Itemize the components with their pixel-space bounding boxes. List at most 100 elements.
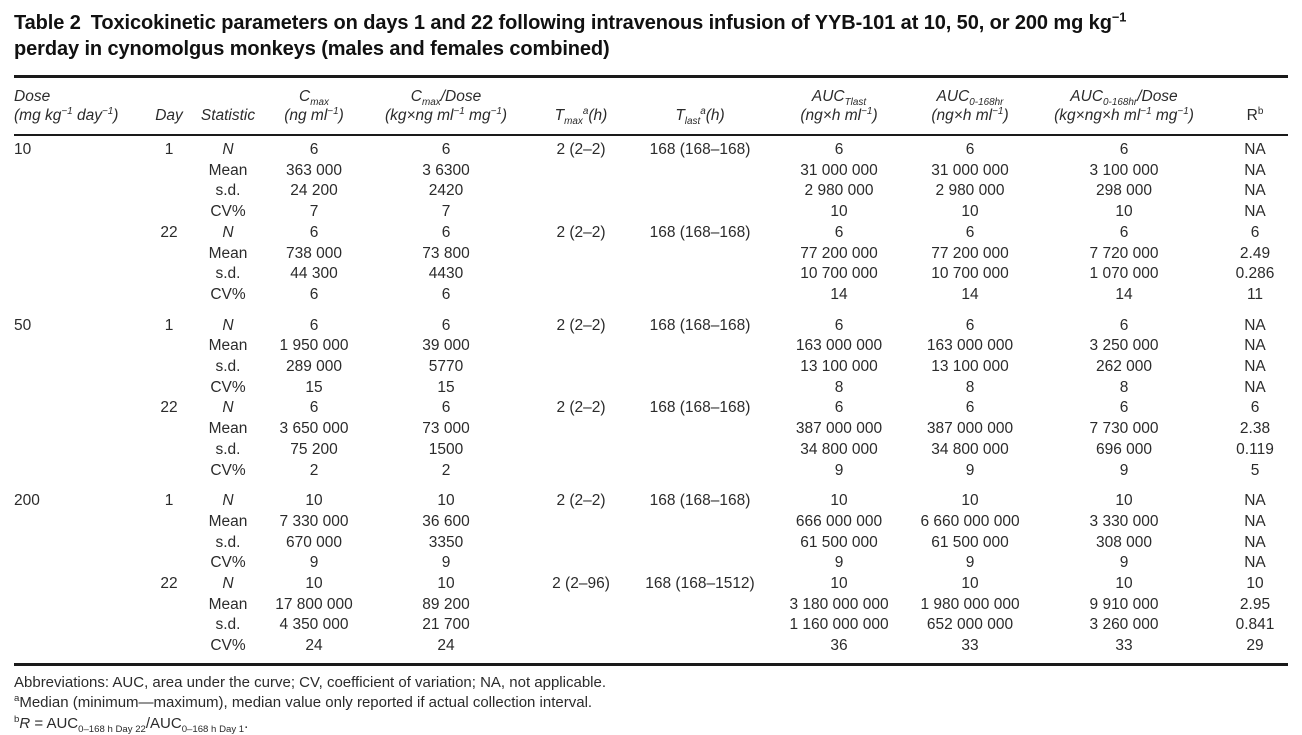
cell-dose [14,244,144,265]
cell-auc-0-168hr: 33 [961,637,979,655]
cell-cmax-dose: 10 [437,492,455,510]
table-row: 50 1 N 6 6 2 (2–2) 168 (168–168) 6 6 6 NA [14,306,1288,337]
footnotes: Abbreviations: AUC, area under the curve… [14,666,1288,735]
cell-statistic: Mean [208,337,248,355]
cell-auc-tlast: 77 200 000 [800,244,878,262]
cell-auc-0-168hr-dose: 3 330 000 [1089,512,1159,530]
cell-tmax [526,264,636,285]
cell-auc-0-168hr: 13 100 000 [931,358,1009,376]
cell-cmax: 6 [309,316,319,334]
cell-tlast [636,264,764,285]
cell-day [144,378,194,399]
cell-auc-0-168hr-dose: 14 [1115,285,1133,303]
cell-cmax: 10 [305,575,323,593]
cell-statistic: CV% [210,285,246,303]
cell-tmax: 2 (2–2) [556,492,606,510]
table-row: s.d. 75 200 1500 34 800 000 34 800 000 696 00… [14,440,1288,461]
cell-auc-0-168hr: 2 980 000 [935,182,1005,200]
top-rule [14,75,1288,78]
cell-tlast [636,419,764,440]
cell-day: 1 [164,141,174,158]
column-header-auc-0-168hr: AUC0-168hr (ng×h ml−1) [914,78,1026,136]
cell-auc-0-168hr: 14 [961,285,979,303]
cell-dose [14,223,144,244]
cell-day [144,161,194,182]
cell-cmax-dose: 4430 [428,265,464,283]
cell-auc-0-168hr: 77 200 000 [931,244,1009,262]
column-header-line2: (kg×ng×h ml−1 mg−1) [1054,105,1194,124]
cell-auc-0-168hr: 6 660 000 000 [920,512,1020,530]
cell-statistic: s.d. [215,616,241,634]
cell-day [144,181,194,202]
cell-tlast [636,615,764,636]
cell-auc-0-168hr: 31 000 000 [931,161,1009,179]
column-header-cmax-dose: Cmax/Dose (kg×ng ml−1 mg−1) [366,78,526,136]
cell-auc-0-168hr: 1 980 000 000 [920,595,1020,613]
cell-dose [14,636,144,663]
cell-statistic: Mean [208,420,248,438]
cell-tmax [526,336,636,357]
cell-statistic: N [222,575,234,593]
table-title-line1: Toxicokinetic parameters on days 1 and 2… [90,9,1127,34]
cell-dose: 50 [14,316,32,334]
table-row: CV% 2 2 9 9 9 5 [14,461,1288,482]
cell-statistic: N [222,399,234,417]
column-header-auc-0-168hr-dose: AUC0-168hr/Dose (kg×ng×h ml−1 mg−1) [1026,78,1222,136]
cell-cmax-dose: 89 200 [422,595,470,613]
table-row: CV% 15 15 8 8 8 NA [14,378,1288,399]
cell-day [144,615,194,636]
cell-tmax [526,181,636,202]
table-row: CV% 7 7 10 10 10 NA [14,202,1288,223]
cell-dose [14,595,144,616]
cell-tmax [526,244,636,265]
cell-cmax-dose: 3 6300 [422,161,470,179]
cell-r: 0.286 [1235,265,1275,283]
cell-auc-0-168hr: 61 500 000 [931,533,1009,551]
cell-day: 22 [160,399,178,417]
cell-tmax [526,553,636,574]
cell-auc-tlast: 163 000 000 [795,337,883,355]
cell-auc-0-168hr: 6 [965,316,975,334]
cell-cmax-dose: 36 600 [422,512,470,530]
cell-r: NA [1244,141,1266,158]
cell-auc-0-168hr-dose: 33 [1115,637,1133,655]
cell-auc-0-168hr-dose: 3 250 000 [1089,337,1159,355]
cell-cmax-dose: 2420 [428,182,464,200]
cell-auc-0-168hr: 9 [965,461,975,479]
cell-r: 0.841 [1235,616,1275,634]
cell-statistic: s.d. [215,182,241,200]
cell-dose [14,264,144,285]
cell-r: 6 [1250,399,1260,417]
column-header-line1: AUC0-168hr/Dose [1070,88,1178,109]
footnote-a: aMedian (minimum—maximum), median value … [14,693,593,712]
cell-r: NA [1244,182,1266,200]
column-header-line2: Day [155,107,183,124]
cell-auc-0-168hr: 9 [965,554,975,572]
cell-day [144,636,194,663]
column-header-line1: AUC0-168hr [936,88,1004,109]
cell-tmax: 2 (2–2) [556,316,606,334]
cell-statistic: Mean [208,244,248,262]
cell-dose [14,512,144,533]
cell-auc-0-168hr-dose: 6 [1119,316,1129,334]
cell-auc-tlast: 10 700 000 [800,265,878,283]
cell-dose [14,181,144,202]
cell-cmax-dose: 21 700 [422,616,470,634]
column-header-line2: Statistic [200,107,256,124]
table-row: Mean 738 000 73 800 77 200 000 77 200 000 7 7… [14,244,1288,265]
cell-r: 5 [1250,461,1260,479]
cell-statistic: N [222,492,234,510]
cell-auc-tlast: 36 [830,637,848,655]
cell-dose [14,202,144,223]
cell-auc-0-168hr-dose: 6 [1119,399,1129,417]
cell-auc-tlast: 10 [830,492,848,510]
cell-cmax: 2 [309,461,319,479]
cell-cmax-dose: 73 800 [422,244,470,262]
cell-cmax-dose: 9 [441,554,451,572]
cell-tlast [636,202,764,223]
header-row: Dose (mg kg−1 day−1) Day Statistic Cmax (ng… [14,78,1288,136]
footnote-b: bR = AUC0–168 h Day 22/AUC0–168 h Day 1. [14,713,249,735]
cell-statistic: CV% [210,461,246,479]
cell-auc-0-168hr-dose: 696 000 [1095,440,1153,458]
cell-day [144,419,194,440]
